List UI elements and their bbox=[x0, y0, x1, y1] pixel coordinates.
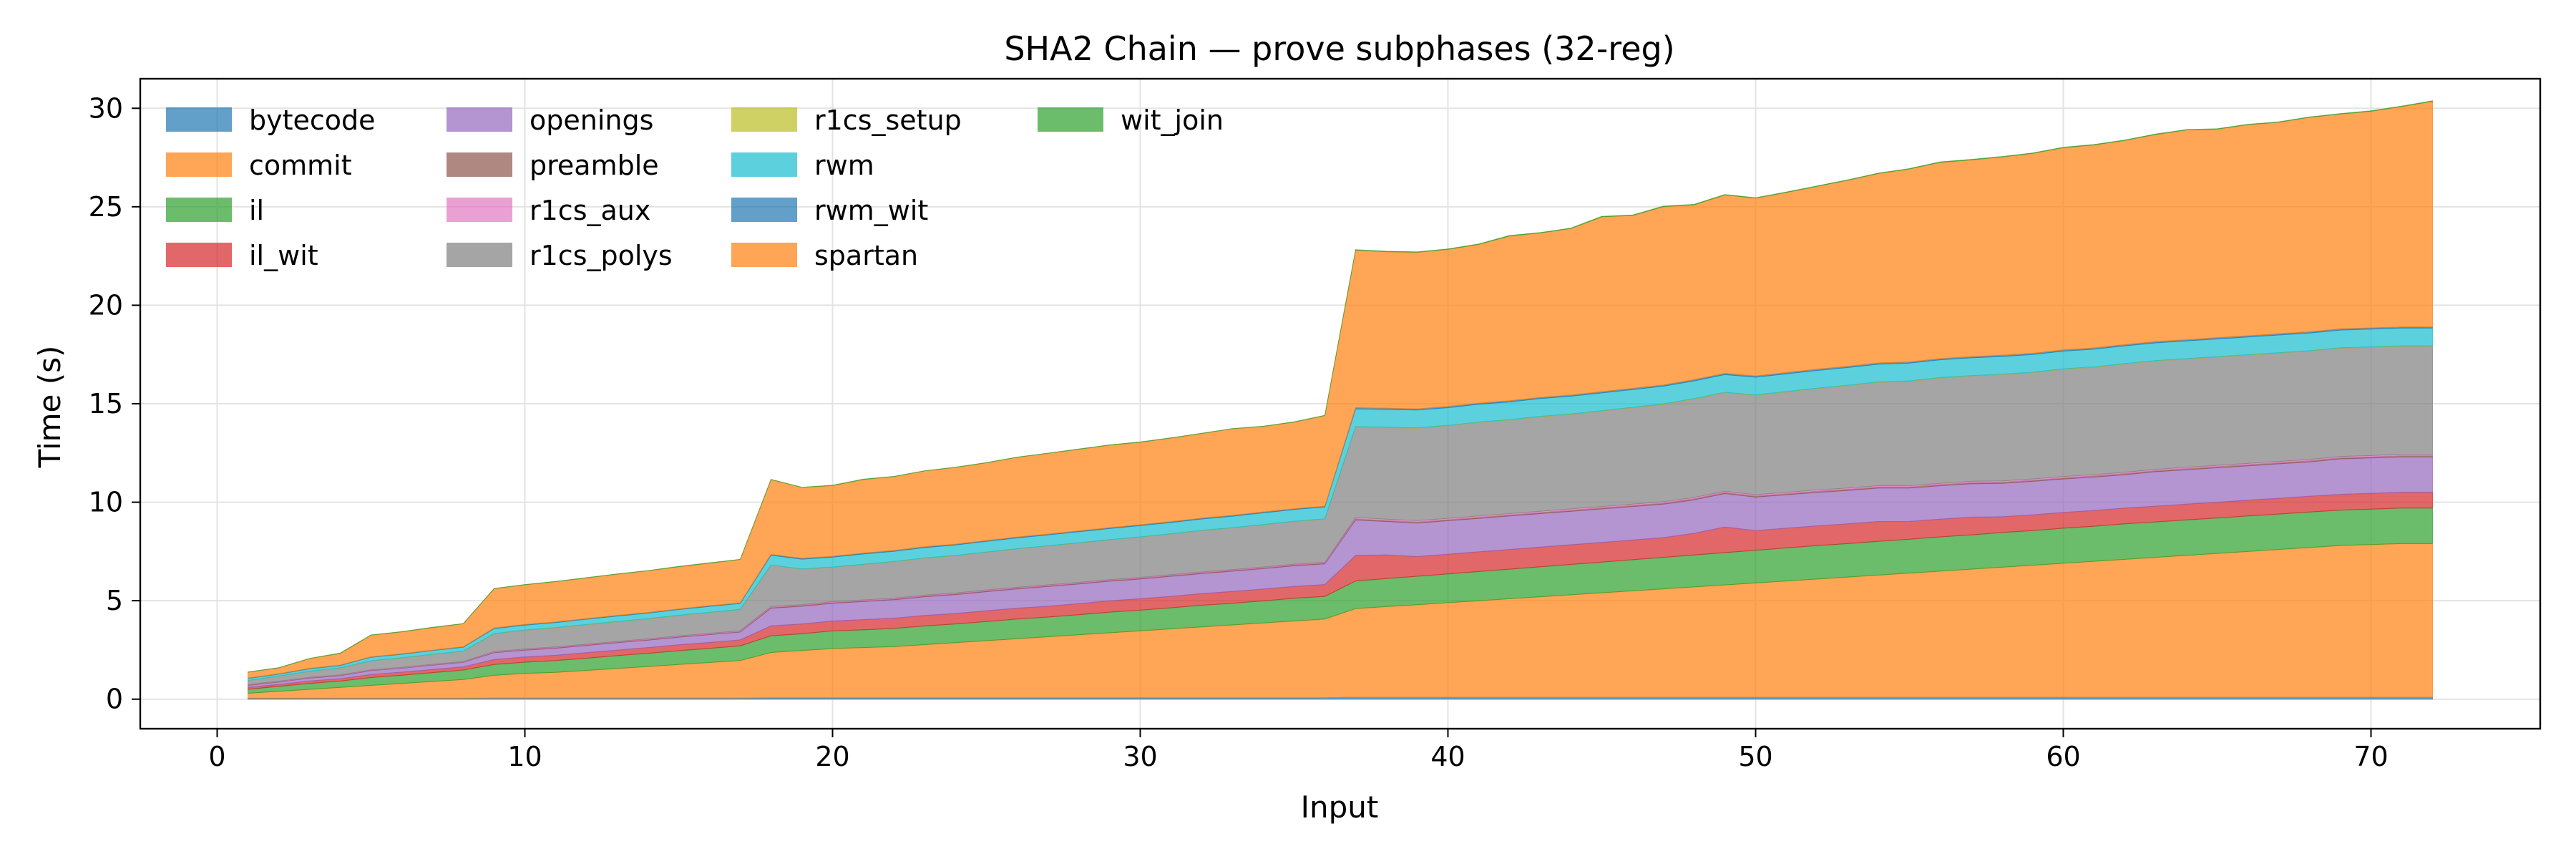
x-tick-label: 70 bbox=[2353, 741, 2388, 772]
y-tick-label: 0 bbox=[106, 684, 123, 715]
legend-label-commit: commit bbox=[249, 150, 352, 181]
legend-swatch-preamble bbox=[447, 152, 512, 177]
legend-label-openings: openings bbox=[530, 105, 653, 136]
x-tick-label: 60 bbox=[2046, 741, 2080, 772]
legend-label-r1cs-aux: r1cs_aux bbox=[530, 195, 650, 226]
y-tick-label: 10 bbox=[89, 487, 123, 518]
legend-swatch-r1cs-setup bbox=[731, 107, 797, 132]
x-axis-label: Input bbox=[1301, 790, 1379, 825]
x-tick-label: 40 bbox=[1430, 741, 1465, 772]
legend-swatch-il-wit bbox=[166, 243, 232, 267]
legend-swatch-wit-join bbox=[1038, 107, 1103, 132]
y-tick-label: 25 bbox=[89, 191, 123, 223]
legend-swatch-il bbox=[166, 198, 232, 222]
stacked-areas bbox=[248, 100, 2433, 700]
legend-label-rwm-wit: rwm_wit bbox=[814, 195, 928, 226]
legend-swatch-bytecode bbox=[166, 107, 232, 132]
x-tick-label: 30 bbox=[1123, 741, 1157, 772]
legend-swatch-commit bbox=[166, 152, 232, 177]
legend-label-rwm: rwm bbox=[814, 150, 874, 181]
legend-label-r1cs-setup: r1cs_setup bbox=[814, 105, 962, 136]
y-tick-label: 15 bbox=[89, 388, 123, 419]
x-tick-label: 50 bbox=[1738, 741, 1772, 772]
legend-label-spartan: spartan bbox=[814, 240, 918, 271]
legend-label-wit-join: wit_join bbox=[1121, 105, 1224, 136]
legend: bytecode commit il il_wit openings preamble r1… bbox=[166, 105, 1224, 271]
area-wit-join bbox=[248, 100, 2433, 673]
legend-swatch-rwm-wit bbox=[731, 198, 797, 222]
x-tick-label: 0 bbox=[208, 741, 225, 772]
legend-swatch-rwm bbox=[731, 152, 797, 177]
y-axis-ticks: 0 5 10 15 20 25 30 bbox=[89, 92, 140, 715]
legend-swatch-openings bbox=[447, 107, 512, 132]
legend-label-il: il bbox=[249, 195, 264, 226]
y-tick-label: 20 bbox=[89, 289, 123, 321]
legend-swatch-spartan bbox=[731, 243, 797, 267]
legend-label-r1cs-polys: r1cs_polys bbox=[530, 240, 673, 271]
y-tick-label: 30 bbox=[89, 92, 123, 124]
legend-label-preamble: preamble bbox=[530, 150, 659, 181]
x-tick-label: 20 bbox=[815, 741, 849, 772]
legend-label-bytecode: bytecode bbox=[249, 105, 376, 136]
legend-label-il-wit: il_wit bbox=[249, 240, 318, 271]
legend-swatch-r1cs-aux bbox=[447, 198, 512, 222]
legend-swatch-r1cs-polys bbox=[447, 243, 512, 267]
chart-title: SHA2 Chain — prove subphases (32-reg) bbox=[1004, 29, 1674, 68]
y-tick-label: 5 bbox=[106, 585, 123, 616]
x-tick-label: 10 bbox=[507, 741, 542, 772]
x-axis-ticks: 0 10 20 30 40 50 60 70 bbox=[208, 729, 2389, 772]
y-axis-label: Time (s) bbox=[32, 346, 67, 469]
